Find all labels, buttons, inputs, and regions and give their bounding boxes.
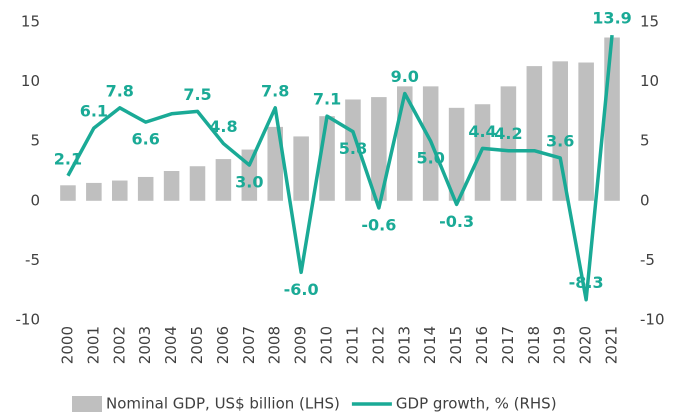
- value-label: 6.1: [80, 102, 108, 121]
- value-label: 7.1: [313, 90, 341, 109]
- y-tick-label: 5: [30, 132, 40, 150]
- y-tick-label: -5: [25, 251, 40, 269]
- y-tick-label: 10: [21, 72, 40, 90]
- x-tick-label: 2017: [499, 326, 517, 364]
- bar: [137, 176, 154, 201]
- value-label: -8.3: [569, 273, 604, 292]
- bar: [474, 104, 491, 201]
- x-tick-label: 2004: [162, 326, 180, 364]
- bar: [86, 182, 102, 201]
- bar: [345, 99, 361, 201]
- x-tick-label: 2018: [525, 326, 543, 364]
- bar: [163, 171, 180, 201]
- bar: [215, 159, 232, 201]
- value-label: 4.4: [468, 122, 496, 141]
- x-tick-label: 2007: [240, 326, 258, 364]
- x-tick-label: 2005: [188, 326, 206, 364]
- bar: [60, 185, 76, 201]
- y2-tick-label: -5: [640, 251, 655, 269]
- x-tick-label: 2015: [447, 326, 465, 364]
- bar: [604, 37, 620, 201]
- x-tick-label: 2011: [343, 326, 361, 364]
- bar: [526, 66, 543, 201]
- legend-swatch: [72, 396, 102, 412]
- bar: [371, 97, 387, 201]
- bar: [112, 180, 128, 201]
- bar: [293, 136, 309, 201]
- x-tick-label: 2013: [395, 326, 413, 364]
- value-label: 5.8: [339, 139, 367, 158]
- y2-tick-label: -10: [640, 311, 665, 329]
- x-tick-label: 2001: [84, 326, 102, 364]
- line: [66, 34, 614, 302]
- value-label: 4.2: [494, 124, 522, 143]
- value-label: 5.0: [417, 149, 445, 168]
- value-label: 13.9: [592, 9, 631, 28]
- x-tick-label: 2020: [577, 326, 595, 364]
- x-tick-label: 2002: [110, 326, 128, 364]
- value-label: -6.0: [284, 280, 319, 299]
- value-label: 2.1: [54, 149, 82, 168]
- y2-tick-label: 15: [640, 13, 659, 31]
- x-tick-label: 2010: [318, 326, 336, 364]
- y2-tick-label: 0: [640, 191, 650, 209]
- value-label: 4.8: [209, 117, 237, 136]
- y-tick-label: 15: [21, 13, 40, 31]
- bar: [552, 61, 568, 201]
- x-tick-label: 2009: [292, 326, 310, 364]
- x-tick-label: 2000: [58, 326, 76, 364]
- value-label: 7.8: [106, 81, 134, 100]
- x-tick-label: 2008: [266, 326, 284, 364]
- value-label: 6.6: [132, 130, 160, 149]
- bar: [189, 166, 206, 201]
- x-tick-label: 2003: [136, 326, 154, 364]
- x-tick-label: 2016: [473, 326, 491, 364]
- value-label: 9.0: [391, 67, 419, 86]
- y2-tick-label: 10: [640, 72, 659, 90]
- value-label: -0.6: [361, 215, 396, 234]
- value-label: -0.3: [439, 212, 474, 231]
- value-label: 7.8: [261, 81, 289, 100]
- bar: [267, 126, 283, 201]
- x-tick-label: 2012: [369, 326, 387, 364]
- y2-tick-label: 5: [640, 132, 650, 150]
- value-label: 7.5: [183, 85, 211, 104]
- bar: [448, 107, 465, 201]
- value-label: 3.6: [546, 131, 574, 150]
- legend-label: GDP growth, % (RHS): [396, 395, 557, 413]
- y-tick-label: 0: [30, 191, 40, 209]
- value-label: 3.0: [235, 173, 263, 192]
- x-tick-label: 2019: [551, 326, 569, 364]
- y-tick-label: -10: [16, 311, 41, 329]
- x-tick-label: 2021: [603, 326, 621, 364]
- bar: [578, 62, 594, 201]
- x-tick-label: 2014: [421, 326, 439, 364]
- legend-label: Nominal GDP, US$ billion (LHS): [106, 395, 340, 413]
- bar: [500, 86, 517, 201]
- x-tick-label: 2006: [214, 326, 232, 364]
